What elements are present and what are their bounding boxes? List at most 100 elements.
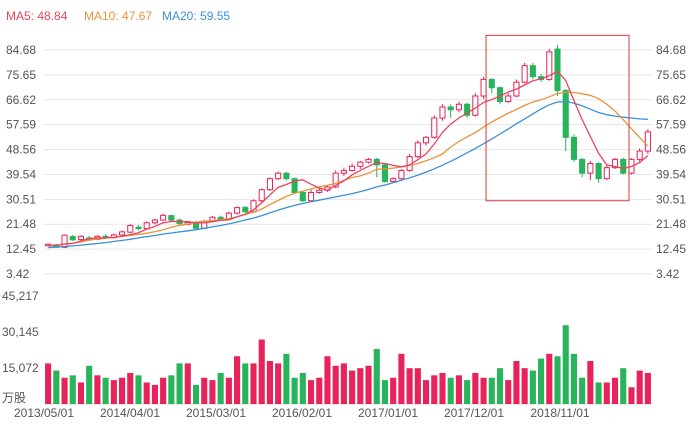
candle-body	[455, 103, 462, 111]
candle-body	[480, 78, 487, 97]
x-tick-label: 2016/02/01	[272, 406, 332, 420]
volume-bar	[266, 361, 273, 404]
candle-body	[554, 48, 561, 91]
volume-bar	[521, 368, 528, 404]
candle-body	[644, 131, 651, 152]
candle-body	[505, 95, 512, 102]
candle-body	[472, 95, 479, 116]
price-tick-right: 12.45	[656, 242, 686, 256]
volume-bar	[160, 377, 167, 404]
candle-body	[414, 142, 421, 158]
volume-bar	[94, 375, 101, 404]
highlight-box	[485, 34, 630, 202]
candle-body	[291, 178, 298, 193]
volume-bar	[373, 349, 380, 404]
volume-bar	[340, 363, 347, 404]
candle-body	[611, 158, 619, 169]
price-tick-right: 84.68	[656, 43, 686, 57]
volume-bar	[554, 356, 561, 404]
volume-bar	[258, 339, 265, 404]
candle-body	[488, 78, 495, 89]
candle-body	[234, 207, 241, 214]
candle-body	[579, 158, 586, 174]
candle-body	[168, 215, 175, 221]
price-tick-left: 12.45	[6, 242, 36, 256]
candle-body	[77, 235, 85, 241]
candle-body	[447, 106, 454, 111]
volume-bar	[603, 382, 610, 404]
candle-body	[546, 51, 553, 80]
volume-bar	[275, 363, 282, 404]
volume-bar	[505, 380, 512, 404]
volume-bar	[439, 372, 446, 404]
price-tick-right: 48.56	[656, 143, 686, 157]
candle-body	[390, 178, 397, 182]
volume-bar	[570, 353, 577, 404]
volume-bar	[291, 377, 298, 404]
volume-bar	[628, 387, 635, 404]
volume-bar	[119, 377, 126, 404]
volume-bar	[184, 363, 191, 404]
volume-bar	[398, 353, 405, 404]
price-tick-left: 57.59	[6, 118, 36, 132]
volume-bar	[644, 372, 651, 404]
candle-body	[620, 158, 627, 174]
candle-body	[365, 158, 372, 163]
candle-body	[636, 150, 643, 160]
price-tick-left: 3.42	[6, 267, 30, 281]
candle-body	[307, 191, 315, 202]
candle-body	[61, 234, 68, 248]
volume-bar	[61, 377, 68, 404]
candle-body	[340, 169, 347, 174]
volume-bar	[513, 361, 520, 404]
volume-bar	[587, 361, 594, 404]
volume-bar	[365, 365, 372, 404]
candle-body	[570, 136, 577, 160]
candle-body	[242, 206, 249, 213]
volume-bar	[431, 375, 438, 404]
price-tick-right: 57.59	[656, 118, 686, 132]
candle-body	[127, 225, 134, 233]
price-tick-right: 30.51	[656, 192, 686, 206]
volume-bar	[250, 363, 257, 404]
volume-bar	[529, 370, 536, 404]
x-tick-label: 2017/12/01	[444, 406, 504, 420]
x-tick-label: 2017/01/01	[358, 406, 418, 420]
volume-bar	[151, 384, 158, 404]
price-tick-left: 39.54	[6, 167, 36, 181]
candle-body	[258, 189, 265, 202]
legend-ma5: MA5: 48.84	[6, 9, 68, 23]
volume-bar	[562, 325, 569, 404]
volume-bar	[209, 380, 216, 404]
volume-bar	[579, 377, 586, 404]
volume-bar	[464, 380, 471, 404]
candle-body	[603, 167, 610, 180]
volume-bar	[53, 370, 60, 404]
candle-body	[332, 172, 339, 188]
candle-body	[431, 117, 438, 138]
price-tick-right: 66.62	[656, 93, 686, 107]
x-tick-label: 2014/04/01	[100, 406, 160, 420]
candle-body	[562, 89, 569, 138]
ma10-line	[48, 91, 649, 247]
volume-tick-label: 15,072	[2, 361, 39, 375]
volume-bar	[242, 363, 249, 404]
volume-bar	[192, 384, 200, 404]
price-tick-left: 30.51	[6, 192, 36, 206]
candle-body	[119, 231, 126, 236]
volume-bar	[201, 377, 208, 404]
price-tick-left: 66.62	[6, 93, 36, 107]
price-tick-right: 21.48	[656, 217, 686, 231]
price-tick-right: 3.42	[656, 267, 680, 281]
legend-ma10: MA10: 47.67	[84, 9, 153, 23]
volume-bar	[423, 380, 430, 404]
volume-tick-label: 万股	[2, 391, 26, 405]
volume-bar	[86, 365, 93, 404]
volume-bar	[447, 377, 454, 404]
volume-bar	[135, 375, 142, 404]
volume-bar	[390, 377, 397, 404]
candle-body	[69, 236, 76, 241]
volume-tick-label: 45,217	[2, 289, 39, 303]
candle-body	[283, 172, 290, 180]
volume-bar	[225, 377, 232, 404]
